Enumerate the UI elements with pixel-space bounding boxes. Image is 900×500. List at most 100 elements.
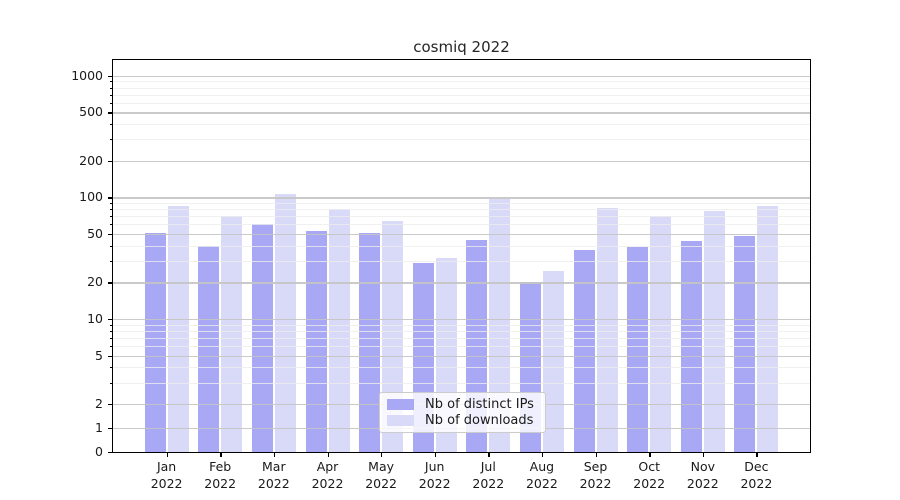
y-tick-mark bbox=[108, 404, 113, 406]
gridline-major bbox=[113, 112, 810, 114]
legend-swatch-distinct-ips bbox=[387, 398, 414, 410]
gridline-minor bbox=[113, 209, 810, 211]
y-tick-label: 5 bbox=[95, 347, 103, 363]
bar-downloads bbox=[542, 270, 564, 452]
gridline-minor bbox=[113, 324, 810, 326]
y-minor-tick-mark bbox=[110, 124, 113, 126]
y-tick-label: 10 bbox=[87, 311, 103, 326]
gridline-minor bbox=[113, 216, 810, 218]
x-tick-label: Sep 2022 bbox=[579, 459, 612, 491]
x-tick-label: Jun 2022 bbox=[418, 459, 451, 491]
gridline-major bbox=[113, 355, 810, 357]
y-tick-label: 200 bbox=[79, 152, 103, 168]
x-tick-mark bbox=[166, 452, 168, 457]
gridline-major bbox=[113, 75, 810, 77]
legend-item-distinct-ips: Nb of distinct IPs bbox=[387, 397, 538, 412]
y-tick-mark bbox=[108, 282, 113, 284]
x-tick-label: Nov 2022 bbox=[686, 459, 719, 491]
y-tick-mark bbox=[108, 319, 113, 321]
y-minor-tick-mark bbox=[110, 102, 113, 104]
bar-distinct-ips bbox=[305, 230, 327, 452]
gridline-minor bbox=[113, 346, 810, 347]
x-tick-label: Dec 2022 bbox=[740, 459, 773, 491]
y-tick-mark bbox=[108, 112, 113, 114]
y-tick-label: 0 bbox=[95, 443, 103, 459]
y-minor-tick-mark bbox=[110, 203, 113, 204]
gridline-minor bbox=[113, 87, 810, 89]
y-tick-mark bbox=[108, 234, 113, 236]
gridline-major bbox=[113, 319, 810, 321]
y-tick-label: 2 bbox=[95, 396, 103, 411]
gridline-minor bbox=[113, 382, 810, 384]
gridline-minor bbox=[113, 330, 810, 332]
gridline-minor bbox=[113, 245, 810, 247]
bar-downloads bbox=[650, 215, 672, 452]
bar-downloads bbox=[274, 194, 296, 452]
bar-downloads bbox=[757, 206, 779, 452]
legend-item-downloads: Nb of downloads bbox=[387, 413, 538, 428]
x-tick-mark bbox=[327, 452, 329, 457]
y-tick-label: 1000 bbox=[71, 67, 103, 83]
y-tick-mark bbox=[108, 451, 113, 454]
y-minor-tick-mark bbox=[110, 337, 113, 339]
bar-distinct-ips bbox=[734, 236, 756, 452]
x-tick-mark bbox=[756, 452, 758, 457]
x-tick-label: Feb 2022 bbox=[204, 459, 237, 491]
x-tick-mark bbox=[702, 452, 705, 457]
gridline-major bbox=[113, 160, 810, 162]
y-minor-tick-mark bbox=[110, 209, 113, 211]
gridline-minor bbox=[113, 81, 810, 83]
y-minor-tick-mark bbox=[110, 330, 113, 332]
x-tick-mark bbox=[273, 452, 276, 457]
x-tick-mark bbox=[220, 452, 222, 457]
x-tick-label: Jul 2022 bbox=[472, 459, 505, 491]
y-tick-mark bbox=[108, 160, 113, 163]
gridline-minor bbox=[113, 139, 810, 141]
legend-label-downloads: Nb of downloads bbox=[425, 413, 534, 429]
bar-distinct-ips bbox=[359, 233, 381, 452]
gridline-minor bbox=[113, 102, 810, 104]
legend-swatch-downloads bbox=[387, 415, 414, 427]
gridline-minor bbox=[113, 367, 810, 369]
bar-downloads bbox=[167, 206, 189, 452]
y-tick-mark bbox=[108, 427, 113, 430]
y-tick-label: 500 bbox=[79, 104, 103, 120]
y-tick-mark bbox=[108, 75, 113, 78]
gridline-minor bbox=[113, 224, 810, 226]
bar-distinct-ips bbox=[627, 247, 649, 452]
bar-downloads bbox=[328, 208, 350, 452]
y-minor-tick-mark bbox=[110, 81, 113, 83]
x-tick-mark bbox=[488, 452, 490, 457]
y-minor-tick-mark bbox=[110, 245, 113, 247]
y-minor-tick-mark bbox=[110, 382, 113, 384]
legend-label-distinct-ips: Nb of distinct IPs bbox=[425, 396, 534, 412]
y-minor-tick-mark bbox=[110, 224, 113, 226]
bar-downloads bbox=[596, 207, 618, 452]
gridline-minor bbox=[113, 337, 810, 339]
y-minor-tick-mark bbox=[110, 87, 113, 89]
x-tick-label: Jan 2022 bbox=[150, 459, 183, 491]
gridline-minor bbox=[113, 261, 810, 262]
y-tick-label: 100 bbox=[79, 189, 103, 205]
bar-distinct-ips bbox=[573, 249, 595, 452]
x-tick-label: Apr 2022 bbox=[311, 459, 344, 491]
gridline-minor bbox=[113, 203, 810, 204]
y-tick-mark bbox=[108, 197, 113, 199]
bar-distinct-ips bbox=[144, 233, 166, 452]
gridline-minor bbox=[113, 94, 810, 96]
chart-title: cosmiq 2022 bbox=[413, 38, 510, 56]
x-tick-mark bbox=[434, 452, 437, 457]
y-minor-tick-mark bbox=[110, 324, 113, 326]
y-minor-tick-mark bbox=[110, 139, 113, 141]
bar-distinct-ips bbox=[198, 245, 220, 452]
y-minor-tick-mark bbox=[110, 94, 113, 96]
x-tick-mark bbox=[381, 452, 383, 457]
y-minor-tick-mark bbox=[110, 346, 113, 347]
x-tick-label: Aug 2022 bbox=[525, 459, 558, 491]
x-tick-mark bbox=[649, 452, 651, 457]
y-tick-label: 1 bbox=[95, 419, 103, 435]
y-minor-tick-mark bbox=[110, 261, 113, 262]
x-tick-label: Mar 2022 bbox=[257, 459, 290, 491]
y-minor-tick-mark bbox=[110, 367, 113, 369]
